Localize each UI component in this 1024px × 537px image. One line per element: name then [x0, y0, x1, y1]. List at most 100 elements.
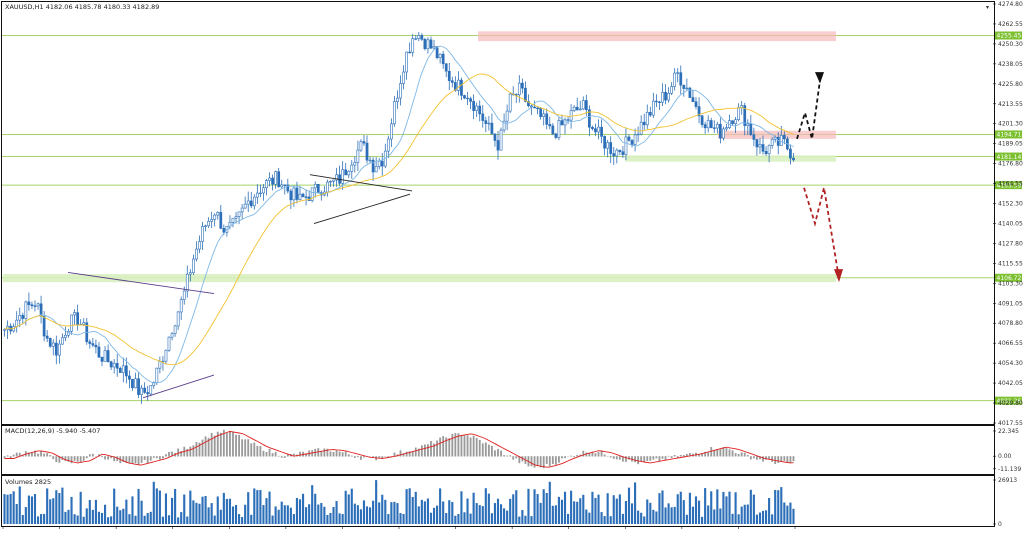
- minimize-icon[interactable]: ▾: [986, 4, 989, 11]
- price-tick-label: 4262.55: [998, 21, 1023, 28]
- macd-histogram-bar: [475, 437, 478, 457]
- macd-histogram-bar: [210, 432, 213, 457]
- volume-bar: [551, 505, 554, 524]
- macd-histogram-bar: [734, 453, 737, 457]
- volume-bar: [338, 513, 341, 524]
- candle-body: [457, 79, 460, 91]
- candle-body: [575, 106, 579, 111]
- macd-histogram-bar: [558, 456, 560, 463]
- volume-bar: [484, 488, 487, 524]
- macd-histogram-bar: [722, 447, 725, 457]
- macd-histogram-bar: [37, 453, 39, 457]
- volume-bar: [36, 516, 40, 524]
- price-tick-label: 4213.55: [998, 101, 1023, 108]
- price-tick-label: 4238.05: [998, 61, 1023, 68]
- candle-body: [185, 273, 189, 292]
- macd-histogram-bar: [216, 431, 219, 457]
- volume-bar: [786, 505, 789, 524]
- macd-histogram-bar: [625, 456, 627, 462]
- volume-bar: [764, 510, 768, 524]
- price-tick-label: 4140.05: [998, 220, 1023, 227]
- candle-body: [240, 207, 244, 213]
- volume-bar: [475, 503, 478, 524]
- macd-histogram-bar: [152, 456, 155, 458]
- volume-bar: [52, 498, 55, 524]
- volume-bar: [506, 510, 509, 524]
- candle-body: [36, 303, 40, 307]
- macd-histogram-bar: [393, 452, 396, 457]
- volume-bar: [499, 504, 503, 524]
- volume-bar: [94, 499, 97, 524]
- macd-histogram-bar: [585, 452, 588, 457]
- volume-bar: [734, 492, 737, 524]
- volume-bar: [661, 490, 664, 524]
- candle-body: [24, 301, 28, 319]
- volume-bar: [225, 498, 228, 524]
- macd-histogram-bar: [128, 456, 131, 464]
- volume-bar: [265, 498, 268, 524]
- macd-histogram-bar: [70, 456, 73, 464]
- candle-body: [591, 126, 594, 129]
- volume-bar: [289, 507, 292, 524]
- volume-bar: [597, 494, 600, 524]
- price-tick-label: 4042.05: [998, 380, 1023, 387]
- volume-bar: [244, 504, 247, 524]
- candle-body: [295, 187, 299, 200]
- volume-bar: [381, 494, 384, 524]
- candle-body: [396, 97, 399, 102]
- volume-bar: [262, 505, 265, 524]
- macd-histogram-bar: [347, 454, 350, 457]
- candle-body: [764, 151, 768, 155]
- level-price-tag: [995, 396, 1022, 405]
- volume-bar: [612, 495, 615, 524]
- candle-body: [368, 159, 372, 162]
- candle-body: [776, 136, 780, 146]
- price-tick-label: 4054.30: [998, 360, 1023, 367]
- macd-histogram-bar: [731, 450, 734, 457]
- macd-histogram-bar: [15, 452, 18, 457]
- macd-signal-line: [4, 430, 794, 468]
- price-tick-label: 4189.05: [998, 141, 1023, 148]
- volume-bar: [152, 481, 155, 524]
- macd-histogram-bar: [728, 449, 731, 457]
- volume-bar: [536, 494, 539, 524]
- volume-bar: [436, 505, 439, 524]
- candle-body: [481, 113, 485, 121]
- macd-histogram-bar: [551, 456, 554, 464]
- price-tick-label: 4091.05: [998, 300, 1023, 307]
- volume-bar: [466, 498, 469, 524]
- macd-histogram-bar: [241, 439, 244, 457]
- volume-bar: [634, 482, 637, 524]
- volume-bar: [624, 501, 628, 524]
- candle-body: [782, 135, 786, 140]
- volume-bar: [515, 490, 518, 524]
- macd-histogram-bar: [317, 448, 320, 457]
- candle-body: [636, 133, 640, 136]
- wedge-lower-line: [313, 193, 411, 224]
- volume-bar: [527, 488, 530, 524]
- candle-body: [283, 184, 287, 186]
- volume-bar: [256, 490, 259, 524]
- volume-bar: [432, 507, 436, 524]
- macd-histogram-bar: [609, 456, 612, 458]
- macd-histogram-bar: [378, 456, 381, 458]
- candle-body: [600, 126, 603, 137]
- volume-bar: [219, 509, 222, 524]
- macd-histogram-bar: [652, 456, 655, 460]
- candle-body: [335, 174, 338, 181]
- volume-bar: [478, 505, 481, 524]
- volume-bar: [228, 498, 232, 524]
- volume-bar: [457, 513, 460, 524]
- volume-bar: [704, 488, 707, 524]
- candle-body: [521, 82, 524, 89]
- volume-bar: [204, 495, 207, 524]
- candle-body: [347, 171, 351, 176]
- volume-bar: [231, 506, 235, 524]
- candle-body: [606, 142, 610, 149]
- candle-body: [146, 392, 150, 395]
- volume-bar: [353, 503, 356, 524]
- macd-histogram-bar: [253, 442, 256, 457]
- candle-body: [612, 153, 616, 157]
- price-tick-label: 4103.30: [998, 280, 1023, 287]
- price-zones: [3, 31, 836, 283]
